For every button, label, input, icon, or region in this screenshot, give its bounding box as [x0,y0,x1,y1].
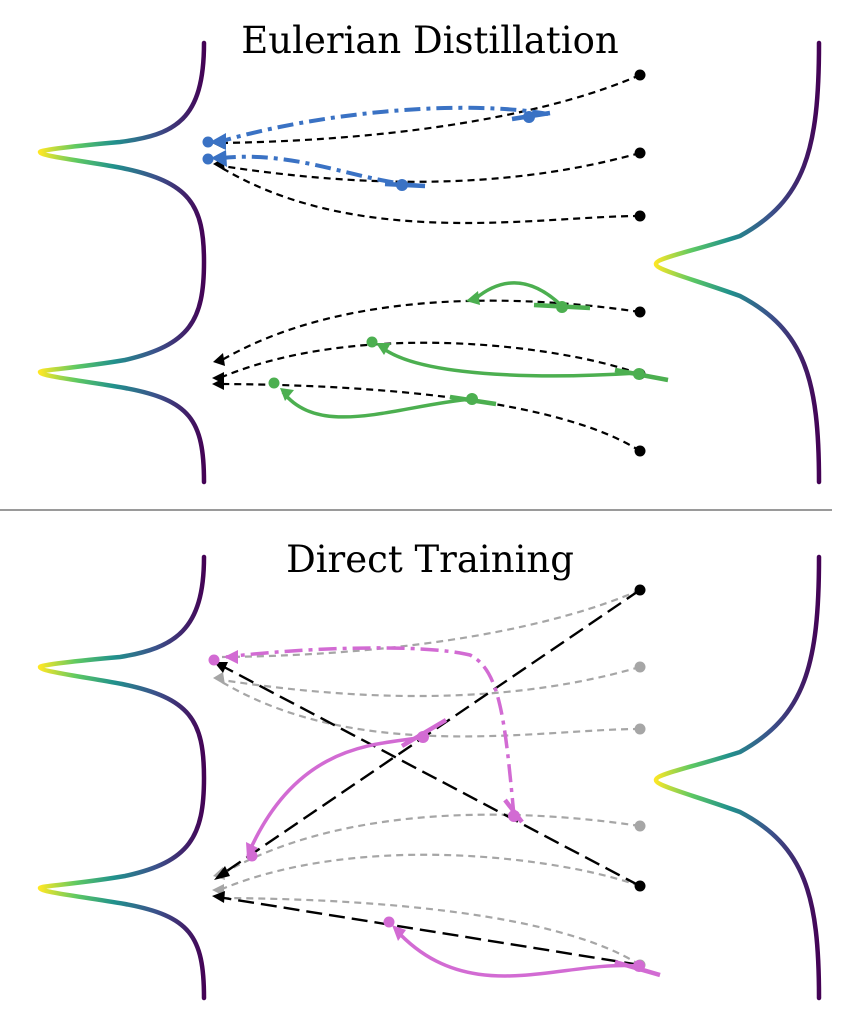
direct-trajectories [223,589,641,967]
trajectory-dashed [219,73,641,145]
magenta-dashdot-trajectory [225,646,516,817]
magenta-point [633,960,645,972]
source-point [634,210,646,222]
magenta-point [508,810,520,822]
source-points-bottom [634,584,646,971]
source-density-curve-top [37,40,207,485]
green-arrowhead [466,291,480,305]
source-point [634,723,646,735]
source-density-curve-bottom [37,554,207,1001]
source-point [634,820,646,832]
magenta-point [417,731,429,743]
trajectory-dashed [221,382,641,452]
blue-point [202,153,214,165]
arrowhead [213,353,225,366]
source-point [634,584,646,596]
magenta-point [208,654,220,666]
magenta-predictions [208,646,661,978]
magenta-arrowhead [392,925,406,941]
source-points-top [634,69,646,457]
green-arrowhead [280,388,294,401]
green-predictions [268,281,669,419]
arrowhead [214,866,230,880]
trajectory-straight [223,589,641,874]
reference-trajectories-bottom [221,588,641,966]
blue-tangent-segment [384,181,426,189]
green-arrowhead [376,343,391,355]
source-point [634,445,646,457]
blue-arrowhead [211,150,227,167]
trajectory-dashed [221,896,641,966]
magenta-point [383,916,395,928]
reference-trajectories-top [219,73,641,452]
arrowhead [214,662,228,673]
magenta-trajectory [248,735,425,851]
panel-eulerian-distillation: Eulerian Distillation [37,19,822,485]
arrowhead [212,891,225,903]
magenta-point [246,850,258,862]
arrowhead [213,672,225,685]
blue-point [202,136,214,148]
magenta-trajectory [394,928,639,978]
target-density-curve-top [653,40,822,485]
green-trajectory [281,390,473,419]
reference-arrowheads-top [212,137,225,390]
source-point [634,147,646,159]
green-point [633,368,645,380]
reference-arrowheads-bottom [212,672,225,896]
source-point [634,661,646,673]
trajectory-straight [223,896,641,967]
direct-arrowheads [212,662,230,903]
panel-title-direct: Direct Training [286,538,574,581]
trajectory-dashed [221,665,641,698]
trajectory-dashed [221,167,641,225]
source-point [634,69,646,81]
trajectory-dashed [221,853,641,891]
trajectory-dashed [221,588,641,659]
trajectory-dashed [221,299,641,361]
green-point [556,301,568,313]
source-point [634,306,646,318]
green-point [268,377,280,389]
blue-dashdot-trajectory [221,105,549,143]
green-point [366,336,378,348]
source-point [634,880,646,892]
green-trajectory [473,281,564,308]
green-point [466,393,478,405]
trajectory-straight [223,665,641,888]
green-trajectory [378,344,639,378]
panel-title-eulerian: Eulerian Distillation [241,19,618,62]
trajectory-dashed [221,151,641,183]
magenta-arrowhead [224,650,238,664]
blue-predictions [202,105,551,191]
blue-arrowhead [210,133,226,150]
panel-direct-training: Direct Training [37,538,822,1001]
target-density-curve-bottom [653,554,822,1001]
trajectory-dashed [221,813,641,875]
arrowhead [212,378,224,390]
trajectory-dashed [221,681,641,738]
blue-tangent-segment [511,110,551,122]
trajectory-dashed [221,341,641,379]
